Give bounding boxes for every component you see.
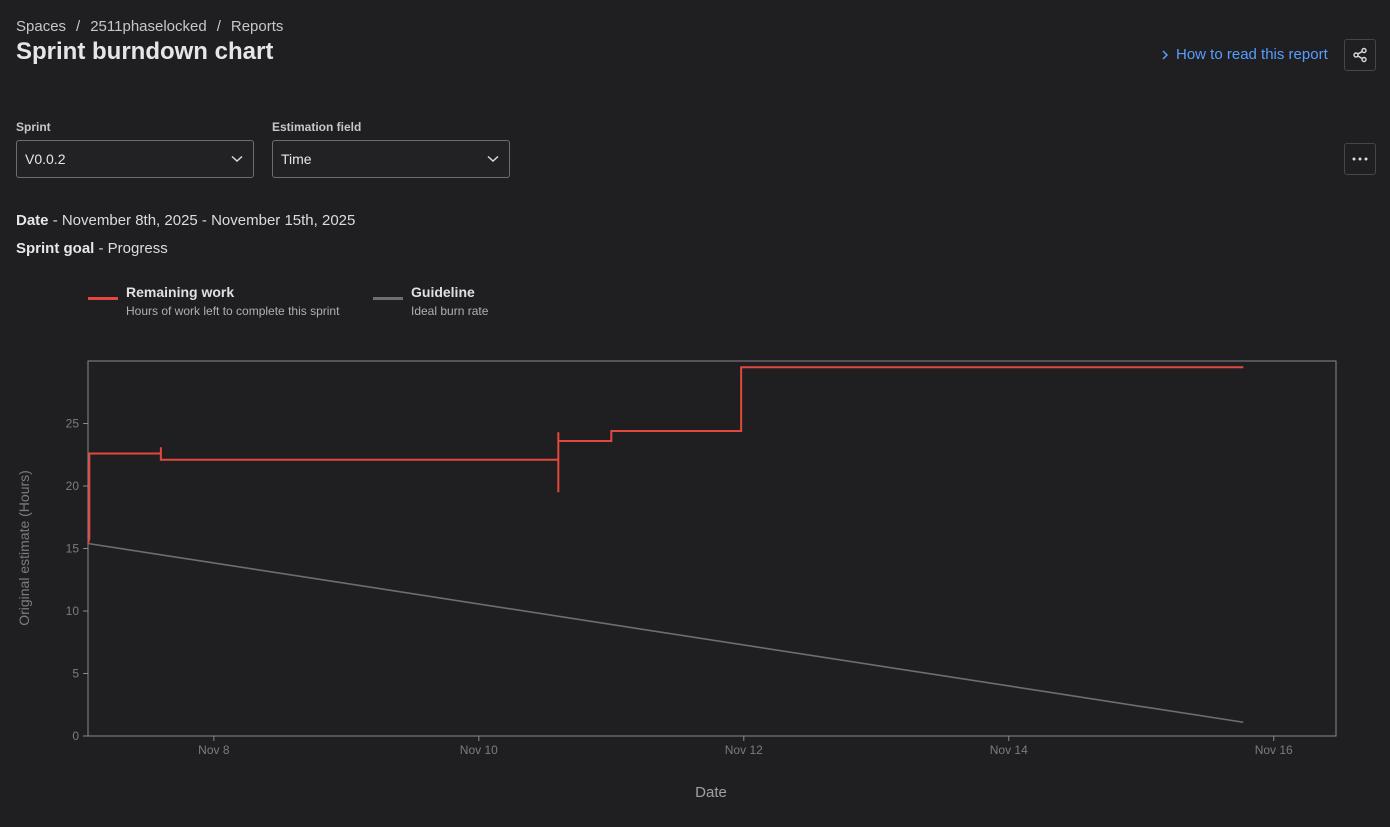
- series-line: [87, 542, 1244, 724]
- sprint-filter: Sprint V0.0.2: [16, 120, 254, 178]
- y-tick-label: 0: [72, 729, 79, 743]
- dropdown-icon: [231, 155, 243, 163]
- goal-info: Sprint goal - Progress: [16, 240, 168, 257]
- series-line: [87, 366, 1244, 544]
- legend-item: Guideline Ideal burn rate: [373, 284, 488, 318]
- breadcrumb[interactable]: Spaces: [16, 18, 67, 35]
- separator: /: [76, 18, 81, 35]
- legend-item: Remaining work Hours of work left to com…: [88, 284, 339, 318]
- y-axis-label: Original estimate (Hours): [16, 470, 32, 626]
- date-info: Date - November 8th, 2025 - November 15t…: [16, 212, 355, 229]
- dropdown-icon: [487, 155, 499, 163]
- page-title: Sprint burndown chart: [16, 38, 274, 65]
- y-tick-label: 25: [66, 417, 80, 431]
- info-label: Date: [16, 212, 49, 229]
- chart: Date Original estimate (Hours) 0 5 10 15 20 2…: [16, 360, 1337, 801]
- select-value: V0.0.2: [25, 151, 66, 167]
- info-value: - November 8th, 2025 - November 15th, 20…: [52, 212, 356, 229]
- estimation-select[interactable]: Time: [272, 140, 510, 178]
- legend-description: Ideal burn rate: [411, 304, 489, 318]
- share-icon: [1353, 47, 1367, 63]
- filter-label: Sprint: [16, 120, 51, 134]
- chevron-icon: [1162, 49, 1169, 60]
- sprint-select[interactable]: V0.0.2: [16, 140, 254, 178]
- help-link-text[interactable]: How to read this report: [1176, 46, 1328, 63]
- more-button[interactable]: [1344, 143, 1376, 175]
- filter-label: Estimation field: [272, 120, 362, 134]
- x-tick-label: Nov 12: [725, 743, 763, 757]
- help-link[interactable]: How to read this report: [1160, 46, 1328, 63]
- y-tick-label: 5: [72, 667, 79, 681]
- y-tick-label: 15: [66, 542, 80, 556]
- more-icon: [1352, 157, 1368, 161]
- breadcrumb[interactable]: 2511phaselocked: [90, 18, 207, 35]
- y-tick-label: 20: [66, 479, 80, 493]
- select-value: Time: [281, 151, 312, 167]
- x-axis-label: Date: [695, 784, 727, 801]
- legend-name: Remaining work: [126, 284, 235, 300]
- legend-description: Hours of work left to complete this spri…: [126, 304, 340, 318]
- y-tick-label: 10: [66, 604, 80, 618]
- legend-name: Guideline: [411, 284, 475, 300]
- share-button[interactable]: [1344, 39, 1376, 71]
- breadcrumb[interactable]: Reports: [230, 18, 284, 35]
- x-tick-label: Nov 14: [990, 743, 1028, 757]
- breadcrumbs: Spaces / 2511phaselocked / Reports: [16, 18, 283, 35]
- legend-swatch: [373, 297, 403, 300]
- separator: /: [216, 18, 221, 35]
- plot-frame: [87, 360, 1337, 737]
- x-tick-label: Nov 16: [1255, 743, 1293, 757]
- info-label: Sprint goal: [16, 240, 95, 257]
- x-tick-label: Nov 10: [460, 743, 498, 757]
- legend-swatch: [88, 297, 118, 300]
- estimation-filter: Estimation field Time: [272, 120, 510, 178]
- x-tick-label: Nov 8: [198, 743, 230, 757]
- info-value: - Progress: [98, 240, 168, 257]
